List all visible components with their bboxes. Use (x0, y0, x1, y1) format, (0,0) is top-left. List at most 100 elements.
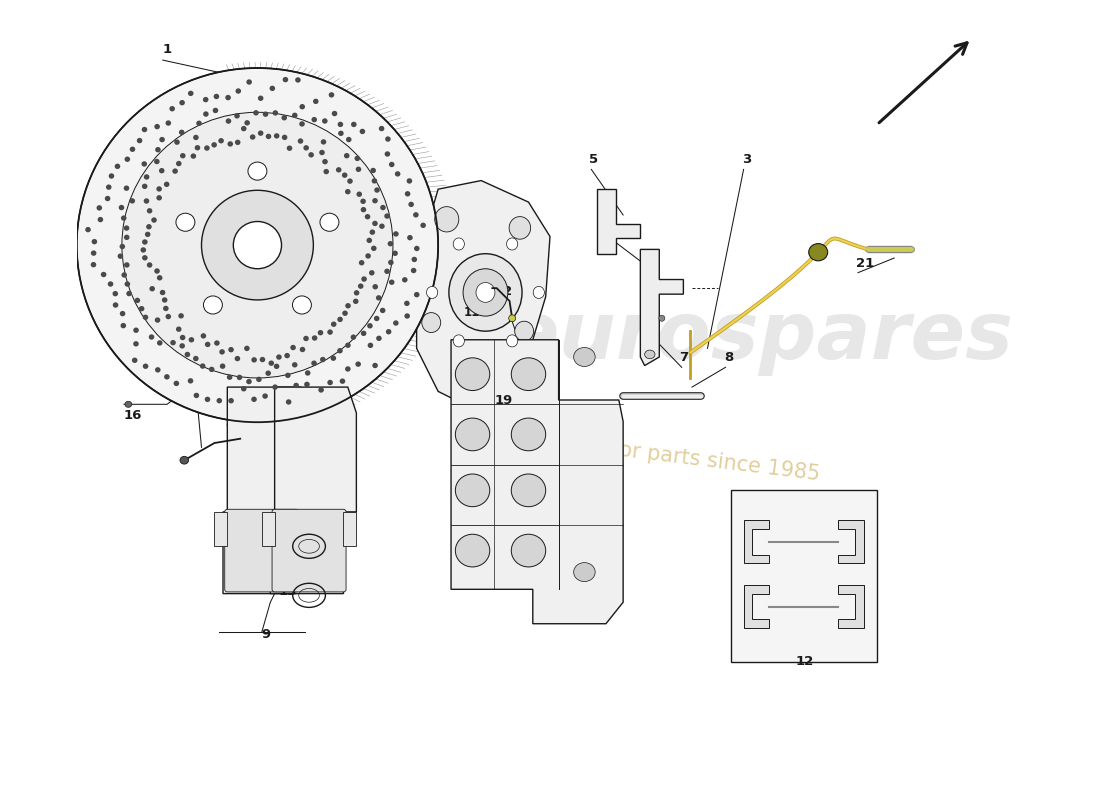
Ellipse shape (371, 168, 376, 173)
Ellipse shape (194, 393, 199, 398)
Ellipse shape (304, 336, 309, 341)
Ellipse shape (322, 159, 328, 164)
Text: 16: 16 (123, 409, 142, 422)
Ellipse shape (509, 217, 530, 239)
Ellipse shape (142, 255, 147, 261)
Ellipse shape (410, 268, 417, 274)
Ellipse shape (150, 286, 155, 291)
Ellipse shape (146, 224, 152, 230)
Ellipse shape (235, 88, 241, 94)
Ellipse shape (244, 120, 250, 126)
Ellipse shape (361, 276, 367, 282)
Ellipse shape (298, 138, 304, 144)
Ellipse shape (379, 308, 385, 313)
Ellipse shape (338, 130, 343, 136)
Ellipse shape (420, 222, 426, 228)
Ellipse shape (449, 254, 522, 331)
Ellipse shape (270, 86, 275, 91)
Ellipse shape (323, 169, 329, 174)
Ellipse shape (370, 230, 375, 235)
Ellipse shape (274, 133, 279, 138)
Ellipse shape (164, 374, 169, 379)
Ellipse shape (332, 111, 338, 116)
Ellipse shape (373, 284, 378, 290)
Ellipse shape (355, 362, 361, 367)
Ellipse shape (308, 152, 314, 158)
Ellipse shape (408, 202, 414, 207)
Ellipse shape (192, 356, 199, 362)
Ellipse shape (130, 146, 135, 152)
Ellipse shape (101, 272, 107, 278)
Text: 15: 15 (176, 188, 194, 201)
Ellipse shape (455, 418, 490, 450)
Ellipse shape (405, 314, 410, 318)
Ellipse shape (124, 157, 130, 162)
Ellipse shape (384, 214, 389, 218)
Ellipse shape (365, 214, 371, 219)
Ellipse shape (179, 130, 185, 135)
Ellipse shape (146, 208, 153, 214)
Ellipse shape (381, 205, 386, 210)
Ellipse shape (345, 342, 351, 348)
Ellipse shape (123, 186, 130, 191)
Ellipse shape (329, 92, 334, 98)
Ellipse shape (299, 346, 306, 352)
Ellipse shape (195, 145, 200, 150)
Ellipse shape (163, 306, 168, 311)
Ellipse shape (196, 121, 201, 126)
Ellipse shape (455, 474, 490, 506)
Text: 3: 3 (741, 154, 751, 166)
Ellipse shape (124, 282, 130, 286)
Ellipse shape (174, 381, 179, 386)
Ellipse shape (154, 268, 160, 274)
Ellipse shape (372, 198, 377, 203)
Ellipse shape (134, 298, 140, 303)
Ellipse shape (414, 212, 419, 218)
Ellipse shape (331, 322, 337, 327)
Ellipse shape (169, 106, 175, 111)
Ellipse shape (173, 169, 178, 174)
Ellipse shape (393, 320, 398, 326)
Ellipse shape (318, 330, 323, 335)
Ellipse shape (276, 354, 282, 360)
Ellipse shape (378, 126, 384, 131)
Ellipse shape (176, 214, 195, 231)
Ellipse shape (340, 378, 345, 384)
Ellipse shape (374, 316, 379, 321)
Ellipse shape (121, 323, 126, 328)
Ellipse shape (251, 397, 256, 402)
Polygon shape (262, 512, 275, 546)
Ellipse shape (265, 370, 271, 376)
Ellipse shape (109, 174, 114, 178)
Ellipse shape (213, 94, 219, 99)
Text: 9: 9 (262, 628, 271, 642)
Ellipse shape (154, 124, 160, 130)
Ellipse shape (299, 122, 305, 126)
Ellipse shape (434, 206, 459, 232)
Ellipse shape (274, 364, 279, 369)
Ellipse shape (144, 174, 150, 180)
FancyBboxPatch shape (272, 510, 346, 592)
Polygon shape (343, 512, 356, 546)
Ellipse shape (305, 382, 310, 387)
Ellipse shape (158, 168, 165, 174)
Polygon shape (744, 521, 769, 563)
Text: 5: 5 (588, 154, 597, 166)
Ellipse shape (91, 239, 97, 244)
Ellipse shape (162, 298, 167, 302)
Ellipse shape (361, 330, 366, 336)
Ellipse shape (389, 279, 395, 285)
Ellipse shape (141, 247, 146, 253)
Ellipse shape (273, 384, 278, 390)
Ellipse shape (295, 78, 300, 82)
Polygon shape (296, 512, 309, 546)
Ellipse shape (124, 234, 130, 240)
Ellipse shape (404, 301, 409, 306)
Ellipse shape (124, 262, 130, 268)
Ellipse shape (574, 347, 595, 366)
Ellipse shape (411, 257, 417, 262)
Ellipse shape (97, 205, 102, 210)
Ellipse shape (246, 379, 252, 384)
Ellipse shape (200, 363, 206, 369)
Ellipse shape (246, 79, 252, 85)
